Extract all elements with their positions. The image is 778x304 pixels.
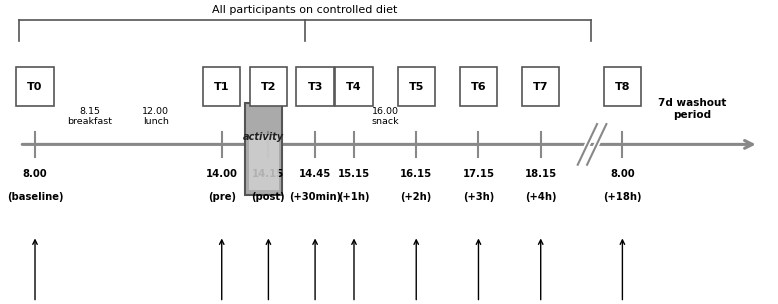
Text: 12.00
lunch: 12.00 lunch (142, 107, 169, 126)
Text: 8.00: 8.00 (23, 169, 47, 179)
Text: T0: T0 (27, 82, 43, 92)
Bar (604, 67, 641, 106)
Bar (249, 135, 279, 190)
Text: (post): (post) (251, 192, 286, 202)
Text: T6: T6 (471, 82, 486, 92)
Text: 18.15: 18.15 (524, 169, 557, 179)
Text: 16.00
snack: 16.00 snack (371, 107, 399, 126)
Bar (398, 67, 435, 106)
Text: 8.15
breakfast: 8.15 breakfast (67, 107, 112, 126)
Text: (+3h): (+3h) (463, 192, 494, 202)
Text: 16.15: 16.15 (400, 169, 433, 179)
Text: 14.45: 14.45 (299, 169, 331, 179)
Bar (245, 103, 282, 195)
Text: (+1h): (+1h) (338, 192, 370, 202)
Text: 14.15: 14.15 (252, 169, 285, 179)
Text: T1: T1 (214, 82, 230, 92)
Text: 7d washout
period: 7d washout period (658, 98, 727, 120)
Text: 8.00: 8.00 (610, 169, 635, 179)
Bar (250, 67, 287, 106)
Text: activity: activity (244, 132, 284, 142)
Bar (335, 67, 373, 106)
Text: 14.00: 14.00 (206, 169, 237, 179)
Text: 15.15: 15.15 (338, 169, 370, 179)
Text: (pre): (pre) (208, 192, 236, 202)
Text: T7: T7 (533, 82, 548, 92)
Text: T8: T8 (615, 82, 630, 92)
Text: 17.15: 17.15 (462, 169, 495, 179)
Text: (+4h): (+4h) (525, 192, 556, 202)
Bar (460, 67, 497, 106)
Bar (203, 67, 240, 106)
Text: (+18h): (+18h) (603, 192, 642, 202)
Text: T3: T3 (307, 82, 323, 92)
Text: (baseline): (baseline) (7, 192, 63, 202)
Text: (+30min): (+30min) (289, 192, 341, 202)
Text: All participants on controlled diet: All participants on controlled diet (212, 5, 398, 15)
Text: (+2h): (+2h) (401, 192, 432, 202)
Text: T2: T2 (261, 82, 276, 92)
Text: T5: T5 (408, 82, 424, 92)
Bar (296, 67, 334, 106)
Bar (16, 67, 54, 106)
Bar (522, 67, 559, 106)
Text: T4: T4 (346, 82, 362, 92)
